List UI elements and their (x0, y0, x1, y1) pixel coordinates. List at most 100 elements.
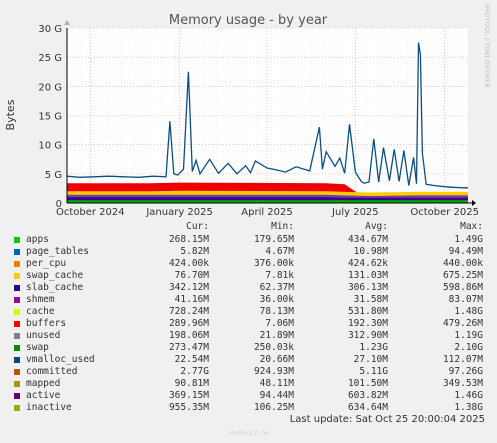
legend-header-cur: Cur: (186, 221, 209, 232)
y-tick-label: 20 G (38, 82, 62, 93)
legend-row-buffers: buffers 289.96M 7.06M 192.30M 479.26M (12, 318, 487, 330)
legend-cur: 955.35M (168, 402, 209, 413)
legend-avg: 634.64M (347, 402, 388, 413)
legend-min: 78.13M (259, 306, 294, 317)
legend-name: swap_cache (26, 270, 84, 281)
x-tick-label: April 2025 (241, 207, 292, 218)
stacked-areas (67, 182, 468, 203)
legend-row-slab_cache: slab_cache 342.12M 62.37M 306.13M 598.86M (12, 282, 487, 294)
legend-swatch (14, 345, 20, 351)
legend-min: 94.44M (259, 390, 294, 401)
band-apps (67, 200, 468, 203)
legend-name: inactive (26, 402, 72, 413)
legend-name: per_cpu (26, 258, 67, 269)
legend-name: shmem (26, 294, 55, 305)
legend-header-avg: Avg: (365, 221, 388, 232)
legend-cur: 5.82M (180, 246, 209, 257)
legend-max: 349.53M (442, 378, 483, 389)
y-axis-label: Bytes (4, 99, 17, 130)
legend-swatch (14, 333, 20, 339)
legend-row-apps: apps 268.15M 179.65M 434.67M 1.49G (12, 234, 487, 246)
legend-cur: 90.81M (174, 378, 209, 389)
legend-swatch (14, 309, 20, 315)
committed-line (66, 42, 468, 189)
legend-max: 1.46G (454, 390, 483, 401)
legend-swatch (14, 405, 20, 411)
legend-avg: 312.90M (347, 330, 388, 341)
legend-cur: 289.96M (168, 318, 209, 329)
y-axis-arrow-icon (64, 20, 70, 25)
legend-avg: 31.58M (353, 294, 388, 305)
legend-row-per_cpu: per_cpu 424.00k 376.00k 424.62k 440.00k (12, 258, 487, 270)
legend-cur: 369.15M (168, 390, 209, 401)
legend-max: 97.26G (448, 366, 483, 377)
legend-max: 598.86M (442, 282, 483, 293)
y-ticks: 0 5 G 10 G 15 G 20 G 25 G 30 G (38, 24, 62, 210)
legend-cur: 76.70M (174, 270, 209, 281)
legend-row-vmalloc_used: vmalloc_used 22.54M 20.66M 27.10M 112.07M (12, 354, 487, 366)
legend-avg: 603.82M (347, 390, 388, 401)
legend-max: 479.26M (442, 318, 483, 329)
x-tick-label: January 2025 (145, 207, 213, 218)
chart-title: Memory usage - by year (169, 13, 328, 28)
legend-swatch (14, 321, 20, 327)
legend-swatch (14, 297, 20, 303)
legend-cur: 198.06M (168, 330, 209, 341)
legend-swatch (14, 261, 20, 267)
x-tick-label: October 2024 (56, 207, 125, 218)
y-tick-label: 15 G (38, 112, 62, 123)
legend-header: Cur: Min: Avg: Max: (12, 221, 487, 234)
legend-header-min: Min: (271, 221, 294, 232)
legend-row-inactive: inactive 955.35M 106.25M 634.64M 1.38G (12, 402, 487, 414)
y-tick-label: 5 G (45, 170, 62, 181)
legend-avg: 5.11G (359, 366, 388, 377)
legend-rows: apps 268.15M 179.65M 434.67M 1.49G page_table… (12, 234, 487, 414)
legend-avg: 424.62k (347, 258, 388, 269)
legend-name: committed (26, 366, 78, 377)
legend-swatch (14, 237, 20, 243)
legend-header-max: Max: (460, 221, 483, 232)
legend-avg: 192.30M (347, 318, 388, 329)
legend-avg: 101.50M (347, 378, 388, 389)
legend-cur: 728.24M (168, 306, 209, 317)
legend-max: 112.07M (442, 354, 483, 365)
y-tick-label: 25 G (38, 53, 62, 64)
legend-min: 7.81k (265, 270, 294, 281)
legend-row-swap: swap 273.47M 250.03k 1.23G 2.10G (12, 342, 487, 354)
legend-name: cache (26, 306, 55, 317)
legend-name: mapped (26, 378, 61, 389)
legend-avg: 1.23G (359, 342, 388, 353)
legend-swatch (14, 357, 20, 363)
legend-avg: 27.10M (353, 354, 388, 365)
legend-min: 7.06M (265, 318, 294, 329)
gridlines (66, 27, 468, 203)
legend-name: buffers (26, 318, 67, 329)
legend-row-page_tables: page_tables 5.82M 4.67M 10.98M 94.49M (12, 246, 487, 258)
legend-row-swap_cache: swap_cache 76.70M 7.81k 131.03M 675.25M (12, 270, 487, 282)
legend-max: 1.38G (454, 402, 483, 413)
legend-name: unused (26, 330, 61, 341)
legend-avg: 131.03M (347, 270, 388, 281)
legend-name: swap (26, 342, 49, 353)
legend-avg: 306.13M (347, 282, 388, 293)
y-tick-label: 30 G (38, 24, 62, 35)
legend-min: 21.89M (259, 330, 294, 341)
legend-swatch (14, 369, 20, 375)
legend: Cur: Min: Avg: Max: apps 268.15M 179.65M 43… (12, 221, 487, 414)
last-update: Last update: Sat Oct 25 20:00:04 2025 (289, 414, 485, 425)
munin-version: Munin 2.0.76 (228, 430, 269, 437)
legend-max: 2.10G (454, 342, 483, 353)
legend-name: vmalloc_used (26, 354, 95, 365)
legend-swatch (14, 393, 20, 399)
legend-swatch (14, 273, 20, 279)
x-ticks: October 2024 January 2025 April 2025 July 2… (56, 207, 479, 218)
legend-name: apps (26, 234, 49, 245)
legend-row-cache: cache 728.24M 78.13M 531.80M 1.48G (12, 306, 487, 318)
y-tick-label: 0 (56, 199, 62, 210)
legend-min: 48.11M (259, 378, 294, 389)
legend-max: 1.19G (454, 330, 483, 341)
legend-max: 440.00k (442, 258, 483, 269)
legend-swatch (14, 381, 20, 387)
legend-cur: 342.12M (168, 282, 209, 293)
